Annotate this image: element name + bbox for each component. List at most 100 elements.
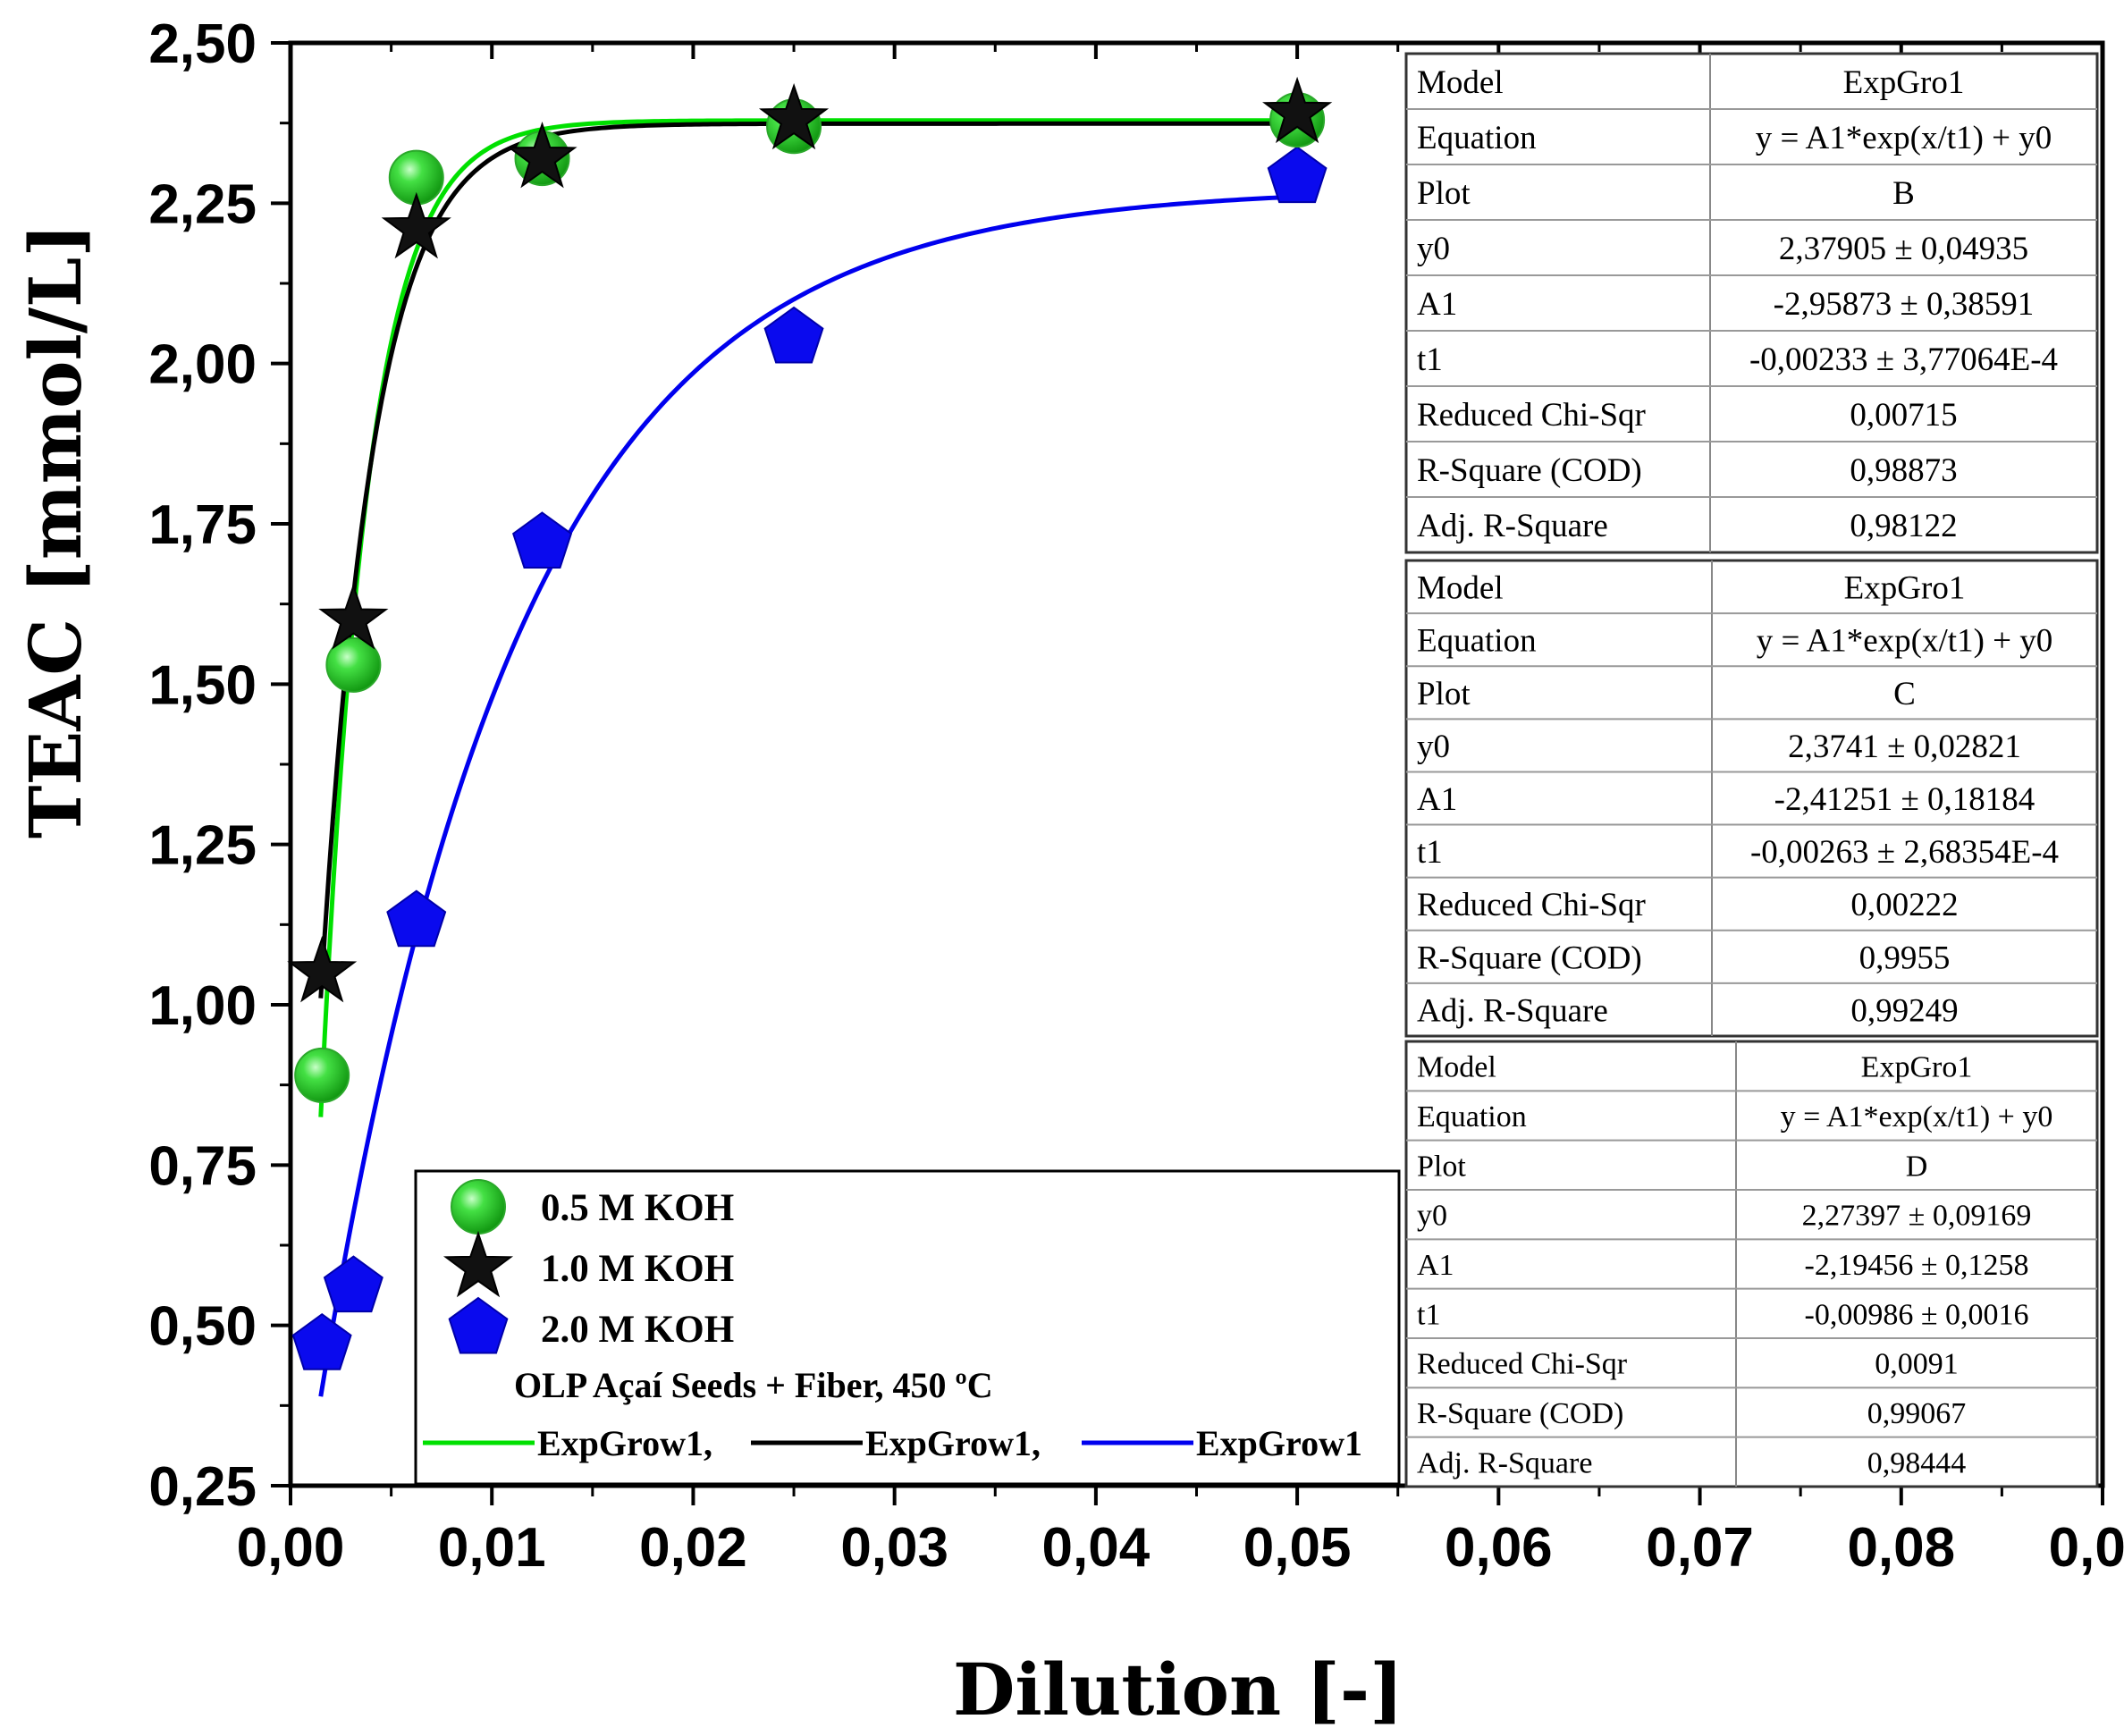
table-param-name: Plot — [1417, 676, 1471, 712]
table-param-name: Model — [1417, 1051, 1496, 1084]
table-param-value: C — [1893, 676, 1916, 712]
table-param-value: 0,99067 — [1867, 1397, 1967, 1430]
legend-marker-star — [442, 1230, 514, 1298]
table-param-value: -0,00263 ± 2,68354E-4 — [1750, 834, 2059, 871]
table-param-value: 0,9955 — [1859, 940, 1951, 976]
x-tick-label: 0,06 — [1445, 1517, 1553, 1579]
legend-label: 0.5 M KOH — [541, 1187, 734, 1229]
data-point-star — [287, 935, 358, 1003]
table-param-name: Plot — [1417, 175, 1471, 212]
y-tick-label: 0,75 — [148, 1135, 257, 1197]
y-tick-label: 2,25 — [148, 173, 257, 235]
table-param-name: R-Square (COD) — [1417, 940, 1642, 976]
legend-fit-label: ExpGrow1, — [865, 1423, 1041, 1463]
y-tick-label: 0,50 — [148, 1296, 257, 1358]
table-param-value: y = A1*exp(x/t1) + y0 — [1757, 623, 2053, 660]
data-point-circle — [325, 636, 382, 693]
table-param-value: -0,00986 ± 0,0016 — [1805, 1298, 2029, 1331]
data-point-pentagon — [1267, 146, 1328, 204]
table-border — [1404, 1040, 2099, 1488]
table-param-name: Reduced Chi-Sqr — [1417, 1348, 1628, 1381]
table-param-name: t1 — [1417, 834, 1443, 871]
table-param-value: 0,00222 — [1850, 887, 1958, 923]
data-point-pentagon — [763, 306, 824, 364]
fit-curve-2 — [318, 121, 1298, 999]
table-param-name: Adj. R-Square — [1417, 992, 1608, 1029]
data-point-star — [381, 191, 451, 259]
x-tick-label: 0,02 — [639, 1517, 747, 1579]
table-param-value: B — [1892, 175, 1915, 212]
x-tick-label: 0,04 — [1042, 1517, 1150, 1579]
table-param-name: Model — [1417, 570, 1504, 607]
table-param-name: R-Square (COD) — [1417, 452, 1642, 489]
table-param-name: A1 — [1417, 1249, 1454, 1282]
legend-subtitle: OLP Açaí Seeds + Fiber, 450 ºC — [514, 1365, 993, 1405]
legend-fit-label: ExpGrow1, — [537, 1423, 712, 1463]
legend-box — [414, 1169, 1401, 1486]
data-point-star — [318, 583, 389, 650]
y-tick-label: 0,25 — [148, 1456, 257, 1518]
table-param-value: y = A1*exp(x/t1) + y0 — [1756, 120, 2052, 156]
y-tick-label: 1,75 — [148, 494, 257, 556]
data-point-circle — [294, 1047, 350, 1103]
x-tick-label: 0,01 — [438, 1517, 546, 1579]
table-param-name: Reduced Chi-Sqr — [1417, 887, 1646, 923]
y-tick-label: 1,00 — [148, 975, 257, 1037]
table-param-value: 2,27397 ± 0,09169 — [1802, 1200, 2032, 1233]
table-param-name: Adj. R-Square — [1417, 508, 1608, 544]
x-axis-title: Dilution [-] — [953, 1648, 1403, 1732]
table-param-value: -0,00233 ± 3,77064E-4 — [1749, 341, 2058, 378]
table-param-name: t1 — [1417, 1298, 1440, 1331]
table-param-value: D — [1906, 1150, 1928, 1183]
axis-ticks: 0,00 0,01 0,02 0,03 0,04 0,05 0,06 0,07 0,08 0,09… — [148, 13, 2124, 1579]
table-param-value: 0,99249 — [1850, 992, 1958, 1029]
x-tick-label: 0,08 — [1847, 1517, 1955, 1579]
data-point-star — [507, 121, 577, 189]
table-param-name: Equation — [1417, 1100, 1527, 1133]
x-tick-label: 0,03 — [840, 1517, 948, 1579]
table-param-value: 2,3741 ± 0,02821 — [1788, 729, 2021, 765]
table-param-name: A1 — [1417, 286, 1457, 323]
table-param-value: 0,98873 — [1850, 452, 1957, 489]
table-param-name: Plot — [1417, 1150, 1466, 1183]
table-param-value: y = A1*exp(x/t1) + y0 — [1781, 1100, 2053, 1133]
axis-labels: Dilution [-] TEAC [mmol/L] — [13, 223, 1403, 1732]
table-border — [1404, 52, 2099, 554]
y-tick-label: 2,50 — [148, 13, 257, 75]
table-param-name: Equation — [1417, 623, 1537, 660]
x-tick-label: 0,05 — [1243, 1517, 1352, 1579]
data-point-pentagon — [386, 889, 447, 948]
data-point-star — [758, 83, 830, 150]
table-param-name: y0 — [1417, 1200, 1447, 1233]
y-axis-title: TEAC [mmol/L] — [13, 223, 97, 839]
table-param-value: 0,0091 — [1875, 1348, 1959, 1381]
table-param-value: ExpGro1 — [1844, 570, 1966, 607]
y-tick-label: 2,00 — [148, 334, 257, 396]
table-border — [1404, 559, 2099, 1038]
table-param-name: y0 — [1417, 231, 1450, 267]
table-param-name: Adj. R-Square — [1417, 1446, 1592, 1479]
legend: 0.5 M KOH 1.0 M KOH 2.0 M KOH OLP Açaí Seed… — [414, 1169, 1401, 1486]
data-point-pentagon — [291, 1312, 352, 1370]
legend-marker-pentagon — [448, 1296, 509, 1354]
table-param-name: Reduced Chi-Sqr — [1417, 397, 1646, 434]
table-param-value: ExpGro1 — [1843, 64, 1965, 101]
y-tick-label: 1,50 — [148, 654, 257, 716]
data-point-pentagon — [512, 511, 573, 569]
fit-curve-3 — [318, 194, 1298, 1397]
data-point-star — [1262, 76, 1333, 144]
table-param-value: -2,95873 ± 0,38591 — [1774, 286, 2035, 323]
table-param-name: y0 — [1417, 729, 1450, 765]
fit-parameter-tables: Model ExpGro1 Equation y = A1*exp(x/t1) + y… — [1404, 52, 2099, 1488]
x-tick-label: 0,00 — [237, 1517, 345, 1579]
table-param-name: Model — [1417, 64, 1504, 101]
table-param-value: 0,98444 — [1867, 1446, 1967, 1479]
data-point-pentagon — [323, 1255, 384, 1313]
legend-label: 2.0 M KOH — [541, 1309, 734, 1351]
table-param-value: ExpGro1 — [1861, 1051, 1973, 1084]
x-tick-label: 0,09 — [2049, 1517, 2124, 1579]
table-param-value: 2,37905 ± 0,04935 — [1779, 231, 2028, 267]
table-param-value: -2,41251 ± 0,18184 — [1774, 781, 2036, 818]
data-points — [287, 76, 1333, 1370]
